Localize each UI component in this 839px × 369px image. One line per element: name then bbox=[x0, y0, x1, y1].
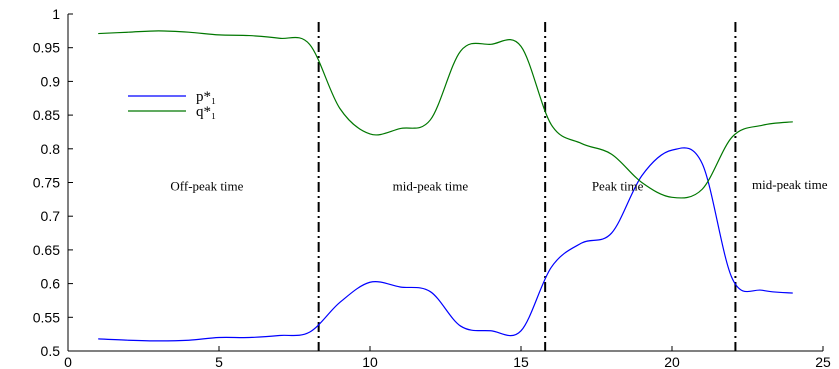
y-tick-label: 0.9 bbox=[41, 73, 61, 89]
series-line-0 bbox=[98, 147, 793, 342]
x-tick-label: 15 bbox=[513, 354, 529, 369]
series-line-1 bbox=[98, 30, 793, 199]
y-tick-label: 1 bbox=[52, 6, 60, 22]
legend: p*₁q*₁ bbox=[128, 89, 216, 120]
series-lines bbox=[98, 30, 793, 342]
period-label: mid-peak time bbox=[752, 177, 828, 192]
legend-label-0: p*₁ bbox=[196, 89, 216, 105]
y-tick-label: 0.75 bbox=[33, 175, 60, 191]
y-tick-label: 0.65 bbox=[33, 242, 60, 258]
y-tick-label: 0.7 bbox=[41, 208, 61, 224]
period-annotations: Off-peak time mid-peak time Peak time mid-p… bbox=[170, 177, 827, 193]
period-label: Off-peak time bbox=[170, 179, 243, 194]
period-label: Peak time bbox=[592, 179, 644, 194]
x-tick-label: 0 bbox=[64, 354, 72, 369]
x-tick-label: 5 bbox=[215, 354, 223, 369]
y-tick-label: 0.55 bbox=[33, 309, 60, 325]
x-tick-label: 10 bbox=[362, 354, 378, 369]
y-tick-label: 0.85 bbox=[33, 107, 60, 123]
y-tick-label: 0.8 bbox=[41, 141, 61, 157]
period-label: mid-peak time bbox=[393, 179, 469, 194]
legend-label-1: q*₁ bbox=[196, 104, 216, 120]
y-tick-label: 0.95 bbox=[33, 40, 60, 56]
y-tick-label: 0.5 bbox=[41, 343, 61, 359]
period-dividers bbox=[317, 22, 737, 351]
x-tick-label: 20 bbox=[664, 354, 680, 369]
y-tick-label: 0.6 bbox=[41, 276, 61, 292]
x-tick-label: 25 bbox=[815, 354, 831, 369]
